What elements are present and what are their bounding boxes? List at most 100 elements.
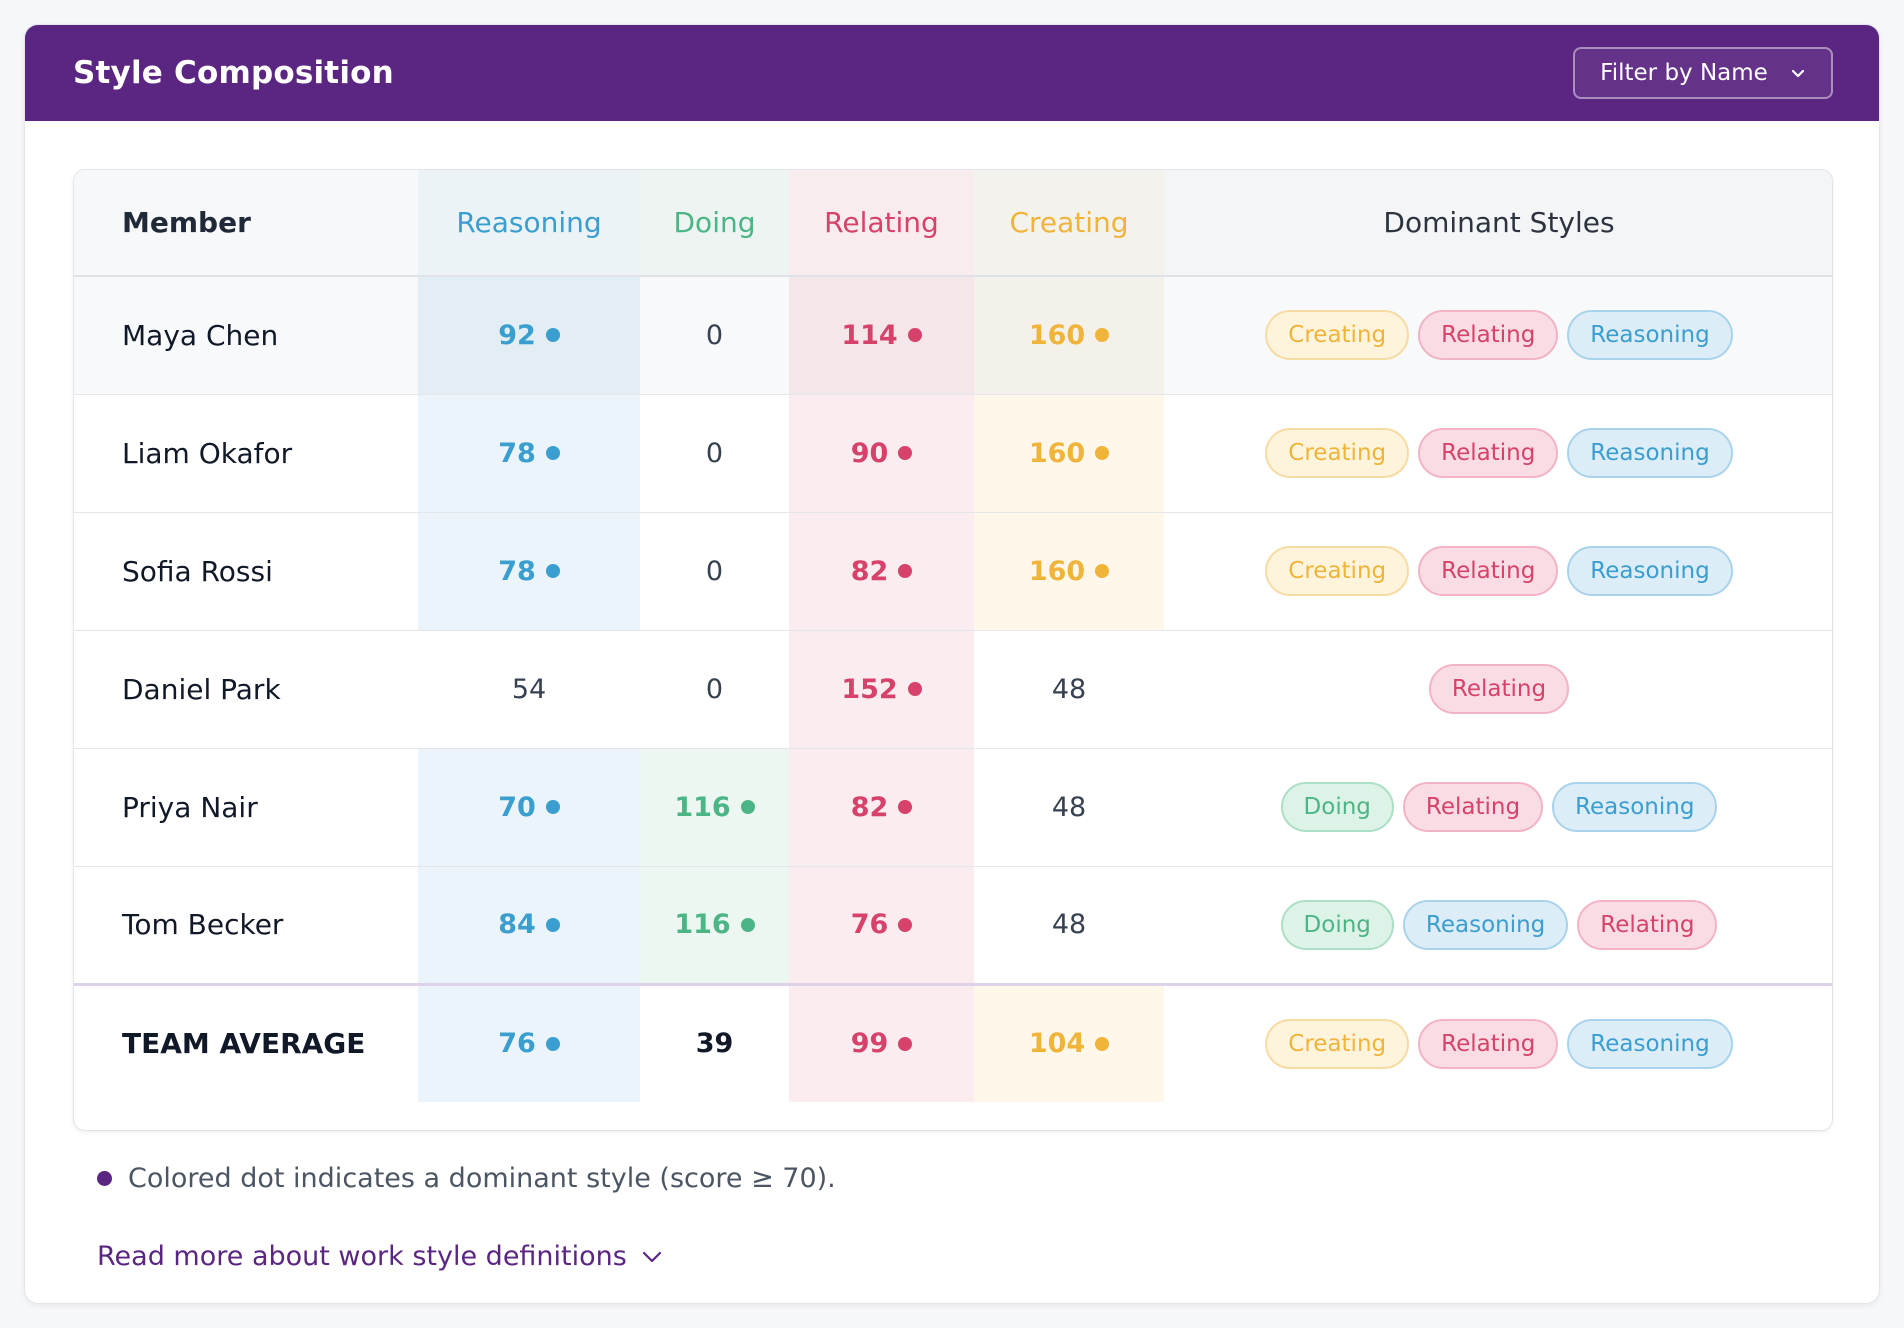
style-table-container: Member Reasoning Doing Relating Creating… (73, 169, 1833, 1131)
score-cell-creating: 160 (974, 394, 1164, 513)
score-cell-doing: 0 (640, 512, 789, 631)
table-row: Liam Okafor 78 0 90 160 Creating Relating Reaso… (74, 394, 1832, 513)
style-badge-reasoning: Reasoning (1567, 1018, 1733, 1069)
score-cell-relating: 82 (789, 748, 974, 867)
relating-score: 114 (841, 320, 922, 351)
creating-score-value: 48 (1051, 909, 1087, 940)
creating-score: 104 (1029, 1028, 1110, 1059)
dominant-dot-icon (898, 564, 913, 578)
score-cell-relating: 152 (789, 630, 974, 749)
relating-score: 76 (851, 909, 913, 940)
style-badge-relating: Relating (1418, 1018, 1559, 1069)
reasoning-score: 70 (498, 792, 560, 823)
dominant-styles-pills: Relating (1164, 664, 1832, 714)
chevron-down-icon (1790, 65, 1806, 81)
creating-score-value: 160 (1028, 319, 1086, 351)
table-row: Tom Becker 84 116 76 48 Doing Reasoning Relatin… (74, 866, 1832, 985)
style-badge-relating: Relating (1418, 546, 1559, 596)
dominant-dot-icon (1095, 328, 1110, 343)
style-badge-reasoning: Reasoning (1402, 899, 1569, 950)
legend-text: Colored dot indicates a dominant style (… (128, 1163, 836, 1194)
style-badge-creating: Creating (1265, 1018, 1410, 1069)
read-more-link[interactable]: Read more about work style definitions (97, 1241, 663, 1272)
relating-score-value: 82 (850, 791, 889, 823)
column-header-relating[interactable]: Relating (789, 170, 974, 277)
score-cell-doing: 0 (640, 630, 789, 749)
filter-by-name-dropdown[interactable]: Filter by Name (1573, 47, 1833, 99)
style-badge-creating: Creating (1265, 546, 1410, 596)
doing-score-value: 39 (695, 1028, 734, 1060)
score-cell-reasoning: 76 (418, 982, 640, 1102)
score-cell-relating: 82 (789, 512, 974, 631)
dominant-dot-icon (545, 446, 560, 460)
dominant-styles-pills: Creating Relating Reasoning (1164, 310, 1832, 361)
relating-score-value: 82 (850, 555, 889, 587)
table-row: Maya Chen 92 0 114 160 Creating Relating Reason… (74, 276, 1832, 395)
score-cell-creating: 104 (974, 982, 1164, 1102)
score-cell-reasoning: 70 (418, 748, 640, 867)
score-cell-reasoning: 78 (418, 394, 640, 513)
relating-score: 152 (841, 673, 922, 705)
dominant-styles-pills: Doing Reasoning Relating (1164, 899, 1832, 950)
table-row: Priya Nair 70 116 82 48 Doing Relating Reasonin… (74, 748, 1832, 867)
dominant-styles-pills: Creating Relating Reasoning (1164, 546, 1832, 596)
dominant-dot-icon (740, 800, 755, 814)
style-badge-relating: Relating (1428, 664, 1570, 714)
creating-score: 160 (1029, 556, 1110, 587)
column-header-creating[interactable]: Creating (974, 170, 1164, 277)
doing-score: 116 (674, 791, 755, 823)
column-header-reasoning[interactable]: Reasoning (418, 170, 640, 277)
score-cell-creating: 48 (974, 630, 1164, 749)
dominant-dot-icon (545, 328, 560, 343)
reasoning-score-value: 78 (498, 555, 536, 587)
style-badge-relating: Relating (1418, 310, 1559, 361)
filter-label: Filter by Name (1600, 60, 1768, 86)
reasoning-score: 76 (498, 1028, 560, 1059)
table-row: Daniel Park 54 0 152 48 Relating (74, 630, 1832, 749)
score-cell-relating: 90 (789, 394, 974, 513)
dominant-dot-icon (545, 564, 560, 578)
creating-score-value: 48 (1051, 673, 1087, 705)
style-badge-reasoning: Reasoning (1567, 428, 1733, 478)
style-badge-creating: Creating (1265, 428, 1410, 478)
doing-score-value: 116 (674, 909, 731, 940)
style-badge-doing: Doing (1280, 782, 1394, 832)
relating-score-value: 90 (850, 437, 889, 469)
dominant-dot-icon (898, 917, 913, 932)
relating-score: 99 (851, 1028, 913, 1059)
dominant-styles-cell: Doing Relating Reasoning (1164, 748, 1832, 867)
dominant-dot-icon (545, 917, 560, 932)
column-header-member[interactable]: Member (74, 170, 418, 277)
creating-score: 160 (1029, 438, 1110, 469)
doing-score-value: 0 (705, 555, 724, 587)
dominant-styles-pills: Creating Relating Reasoning (1164, 1018, 1832, 1069)
reasoning-score: 78 (498, 556, 560, 587)
style-badge-relating: Relating (1577, 899, 1718, 950)
score-cell-doing: 0 (640, 276, 789, 395)
score-cell-reasoning: 84 (418, 866, 640, 985)
creating-score: 160 (1028, 319, 1110, 351)
relating-score-value: 152 (841, 673, 898, 705)
column-header-dominant-styles: Dominant Styles (1164, 170, 1832, 277)
relating-score: 82 (851, 556, 913, 587)
reasoning-score-value: 84 (498, 909, 536, 940)
score-cell-reasoning: 92 (418, 276, 640, 395)
column-header-doing[interactable]: Doing (640, 170, 789, 277)
reasoning-score: 84 (498, 909, 560, 940)
score-cell-creating: 160 (974, 276, 1164, 395)
doing-score: 116 (674, 909, 755, 940)
style-badge-reasoning: Reasoning (1567, 546, 1733, 596)
creating-score-value: 48 (1051, 791, 1087, 823)
card-header: Style Composition Filter by Name (25, 25, 1879, 121)
doing-score-value: 116 (674, 791, 731, 823)
style-badge-relating: Relating (1418, 428, 1559, 478)
member-name: Liam Okafor (74, 394, 418, 513)
style-badge-relating: Relating (1402, 782, 1544, 832)
relating-score: 90 (851, 438, 913, 469)
style-badge-creating: Creating (1265, 310, 1410, 361)
legend-dot-icon (97, 1171, 112, 1186)
score-cell-doing: 0 (640, 394, 789, 513)
dominant-styles-cell: Creating Relating Reasoning (1164, 512, 1832, 631)
reasoning-score: 92 (498, 320, 560, 351)
dominant-dot-icon (898, 1036, 913, 1051)
